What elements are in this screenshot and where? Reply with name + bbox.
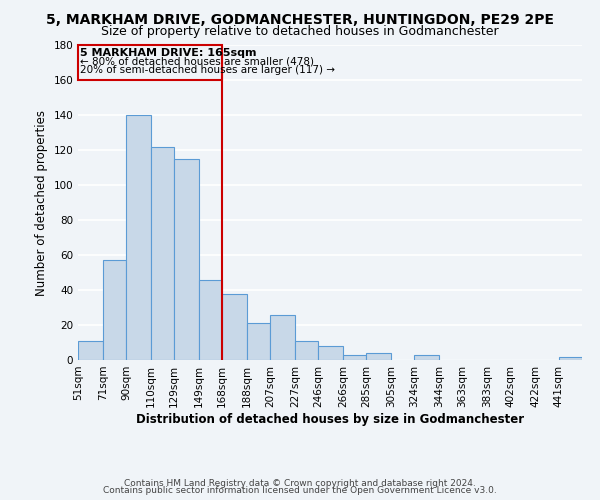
- Bar: [126, 115, 151, 360]
- Bar: [103, 260, 126, 360]
- Bar: [318, 346, 343, 360]
- Text: Contains HM Land Registry data © Crown copyright and database right 2024.: Contains HM Land Registry data © Crown c…: [124, 478, 476, 488]
- Bar: [174, 159, 199, 360]
- X-axis label: Distribution of detached houses by size in Godmanchester: Distribution of detached houses by size …: [136, 412, 524, 426]
- Text: 5 MARKHAM DRIVE: 165sqm: 5 MARKHAM DRIVE: 165sqm: [80, 48, 257, 58]
- Bar: [199, 280, 222, 360]
- Bar: [367, 353, 391, 360]
- Bar: [559, 356, 582, 360]
- Text: ← 80% of detached houses are smaller (478): ← 80% of detached houses are smaller (47…: [80, 56, 314, 66]
- Bar: [222, 294, 247, 360]
- Bar: [78, 45, 222, 80]
- Y-axis label: Number of detached properties: Number of detached properties: [35, 110, 48, 296]
- Bar: [270, 314, 295, 360]
- Text: Contains public sector information licensed under the Open Government Licence v3: Contains public sector information licen…: [103, 486, 497, 495]
- Bar: [78, 341, 103, 360]
- Text: 20% of semi-detached houses are larger (117) →: 20% of semi-detached houses are larger (…: [80, 65, 335, 75]
- Bar: [343, 355, 367, 360]
- Text: 5, MARKHAM DRIVE, GODMANCHESTER, HUNTINGDON, PE29 2PE: 5, MARKHAM DRIVE, GODMANCHESTER, HUNTING…: [46, 12, 554, 26]
- Bar: [415, 355, 439, 360]
- Bar: [295, 341, 318, 360]
- Bar: [151, 146, 174, 360]
- Text: Size of property relative to detached houses in Godmanchester: Size of property relative to detached ho…: [101, 25, 499, 38]
- Bar: [247, 324, 270, 360]
